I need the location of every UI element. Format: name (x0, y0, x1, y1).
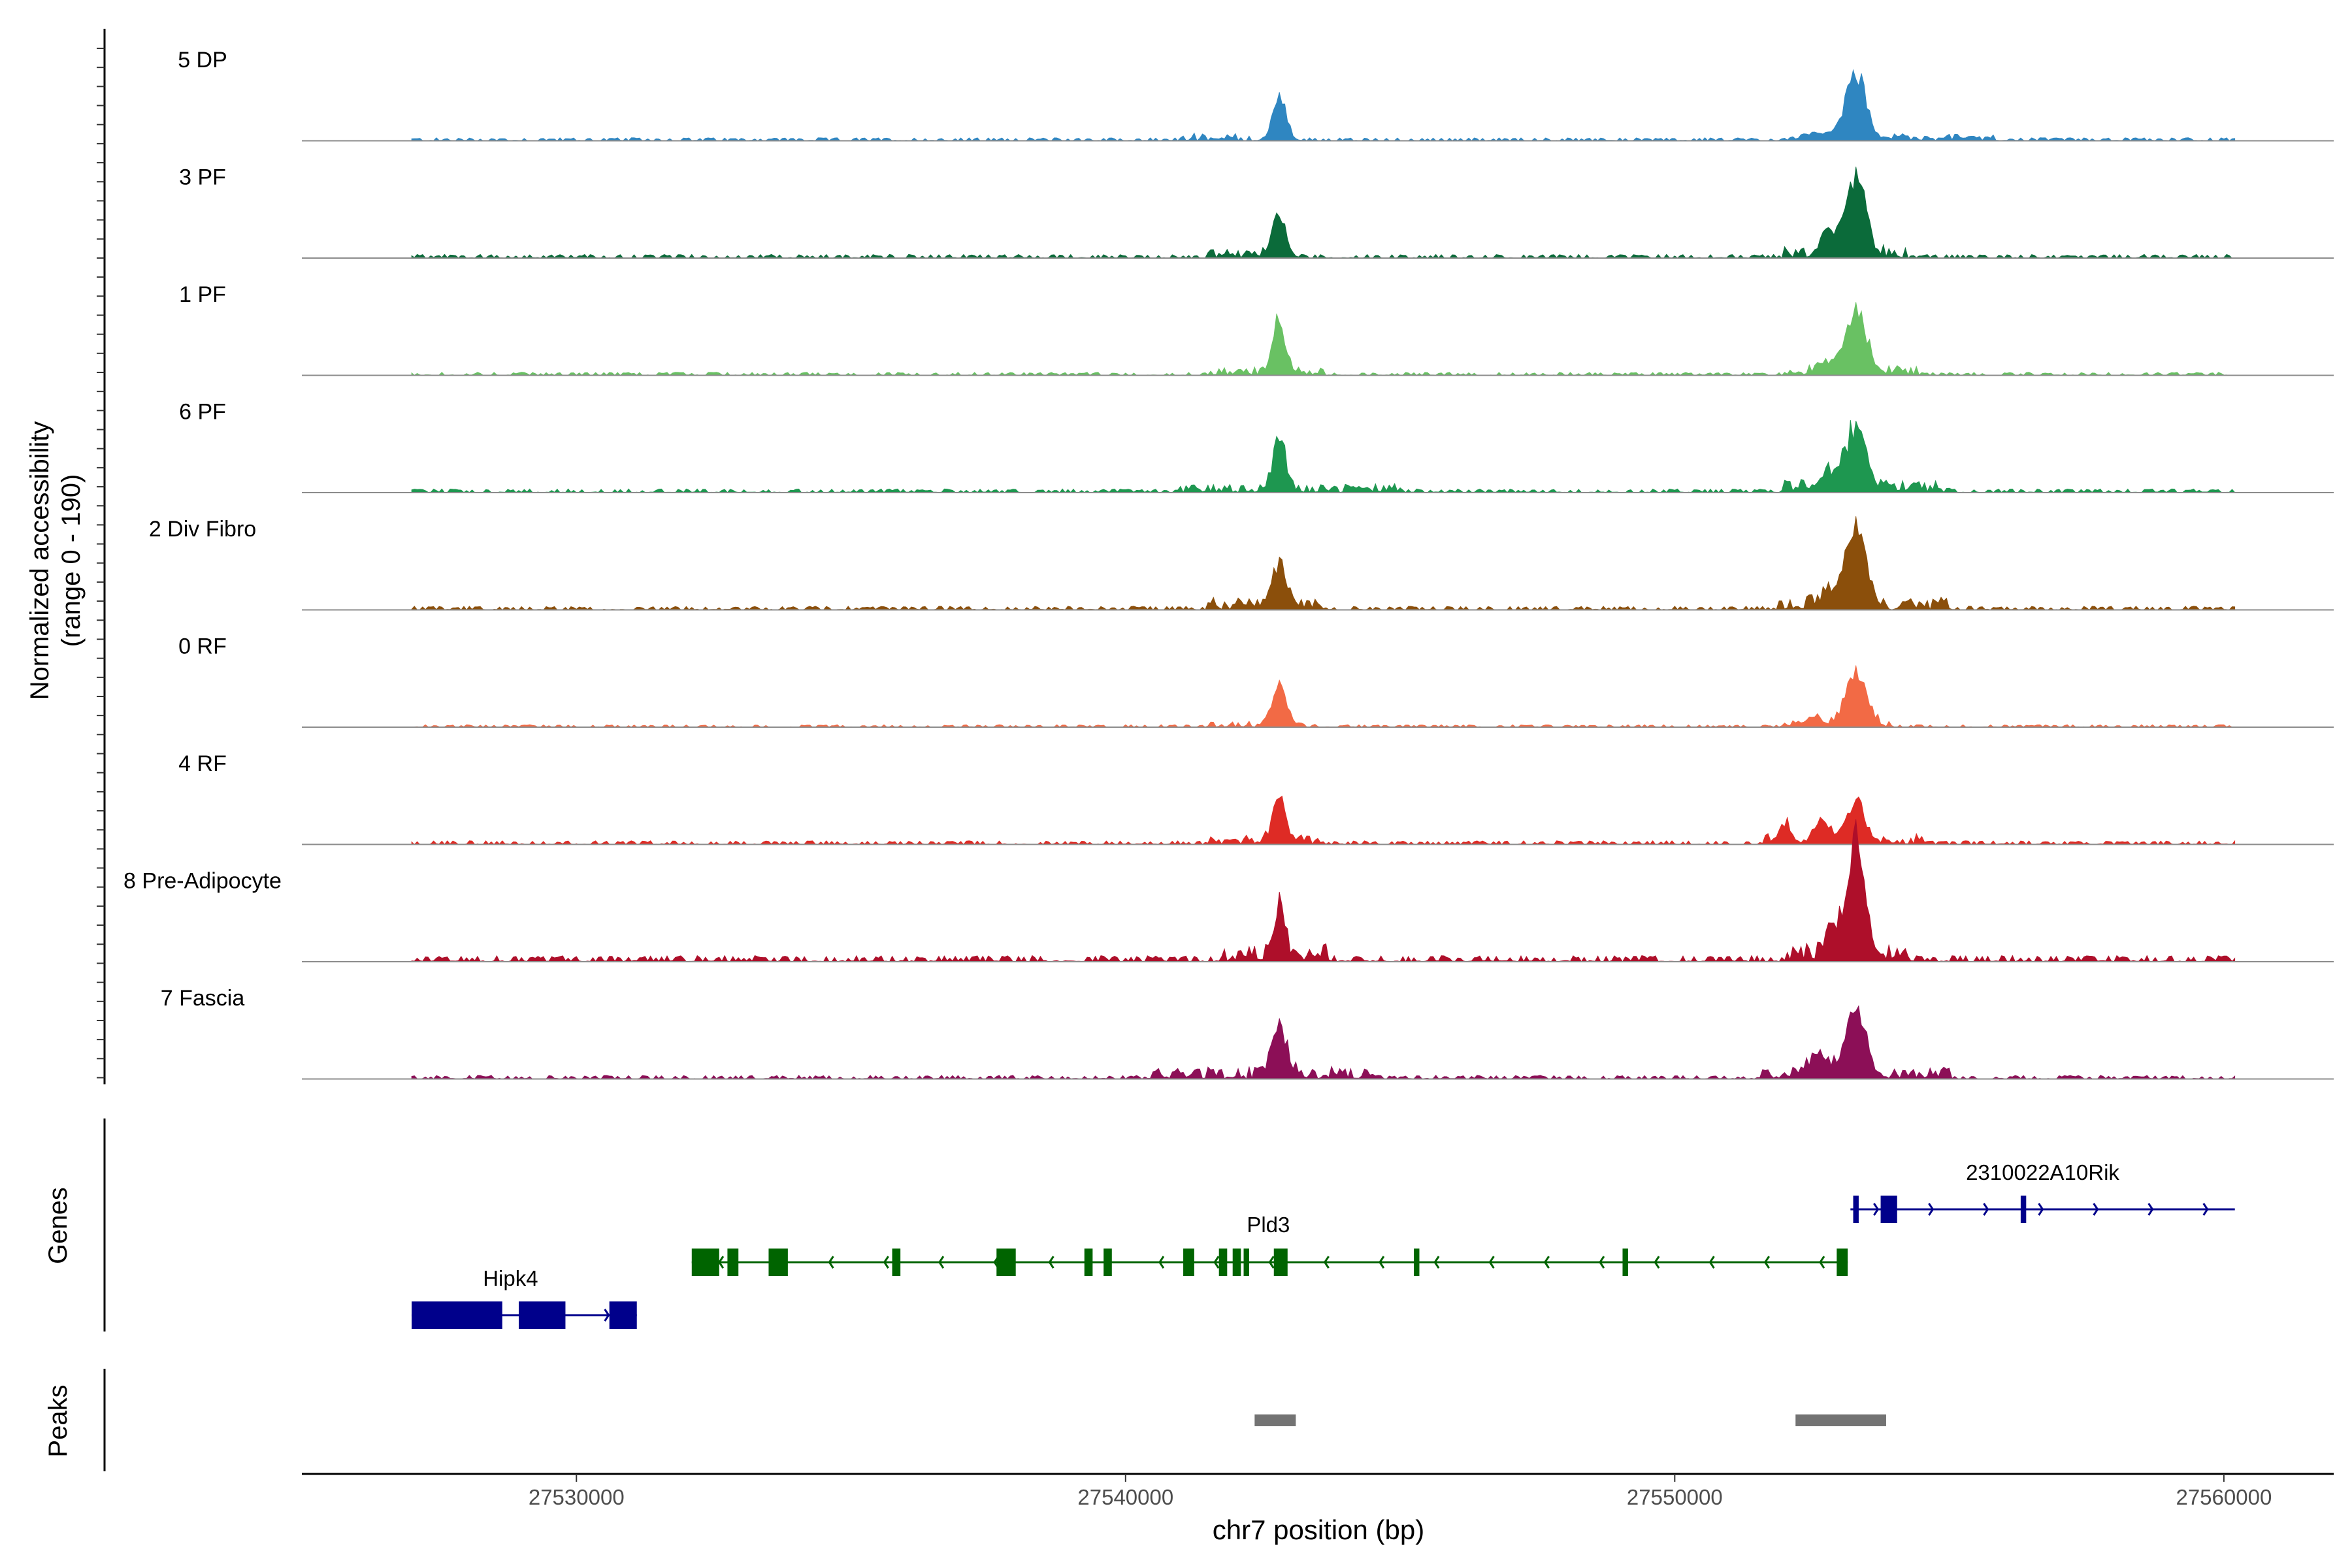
x-axis-title: chr7 position (bp) (1213, 1514, 1425, 1545)
coverage-track: 1 PF (179, 282, 2334, 376)
x-tick-label: 27530000 (529, 1485, 625, 1509)
coverage-track: 2 Div Fibro (149, 516, 2334, 611)
coverage-area (302, 516, 2236, 611)
gene-exon (1853, 1196, 1859, 1223)
strand-arrow (1928, 1203, 1935, 1216)
strand-arrow (1488, 1256, 1495, 1269)
gene-exon (996, 1249, 1016, 1276)
track-label: 7 Fascia (161, 986, 245, 1011)
strand-arrow (1819, 1256, 1825, 1269)
gene-exon (1414, 1249, 1420, 1276)
track-label: 2 Div Fibro (149, 517, 256, 542)
strand-arrow (2038, 1203, 2044, 1216)
strand-arrow (718, 1256, 725, 1269)
coverage-tracks: 5 DP 3 PF 1 PF 6 PF 2 Div Fibro 0 RF 4 RF 8 Pre… (123, 48, 2334, 1080)
coverage-track: 7 Fascia (161, 986, 2334, 1080)
strand-arrow (1543, 1256, 1550, 1269)
strand-arrow (1379, 1256, 1385, 1269)
coverage-area (302, 819, 2236, 962)
strand-arrow (2202, 1203, 2209, 1216)
coverage-area (302, 1005, 2236, 1080)
coverage-area (302, 302, 2235, 376)
gene-model: Pld3 (691, 1213, 1848, 1276)
strand-arrow (2093, 1203, 2099, 1216)
gene-model: 2310022A10Rik (1850, 1160, 2235, 1223)
gene-exon (691, 1249, 719, 1276)
coverage-track: 4 RF (178, 751, 2334, 845)
strand-arrow (2148, 1203, 2154, 1216)
gene-exon (1103, 1249, 1112, 1276)
strand-arrow (1708, 1256, 1715, 1269)
track-label: 0 RF (178, 634, 227, 659)
track-label: 8 Pre-Adipocyte (123, 869, 282, 894)
strand-arrow (1213, 1256, 1220, 1269)
gene-label: Pld3 (1247, 1213, 1290, 1237)
track-label: 5 DP (178, 48, 227, 73)
track-label: 1 PF (179, 282, 226, 307)
x-tick-label: 27550000 (1627, 1485, 1723, 1509)
coverage-area (302, 665, 2236, 728)
x-axis: 27530000 27540000 27550000 27560000 (302, 1473, 2334, 1509)
peak-track (103, 1369, 1886, 1471)
gene-exon (1218, 1249, 1228, 1276)
gene-exon (768, 1249, 788, 1276)
x-tick-label: 27560000 (2176, 1485, 2272, 1509)
gene-exon (412, 1301, 502, 1329)
strand-arrow (1763, 1256, 1770, 1269)
strand-arrow (938, 1256, 945, 1269)
gene-exon (1232, 1249, 1241, 1276)
gene-exon (1273, 1249, 1288, 1276)
strand-arrow (1268, 1256, 1275, 1269)
gene-track: Hipk4 Pld3 2310022A10Rik (103, 1119, 2235, 1331)
coverage-area (302, 69, 2236, 142)
gene-exon (519, 1301, 566, 1329)
peak-region (1795, 1414, 1886, 1426)
strand-arrow (1433, 1256, 1440, 1269)
strand-arrow (1654, 1256, 1660, 1269)
coverage-track: 0 RF (178, 634, 2334, 728)
gene-exon (892, 1249, 901, 1276)
coverage-area (302, 419, 2236, 493)
strand-arrow (1599, 1256, 1605, 1269)
gene-exon (1183, 1249, 1194, 1276)
gene-exon (1084, 1249, 1093, 1276)
coverage-area (302, 167, 2236, 259)
gene-label: 2310022A10Rik (1966, 1160, 2119, 1184)
peak-region (1254, 1414, 1296, 1426)
gene-exon (1622, 1249, 1628, 1276)
gene-model: Hipk4 (412, 1266, 637, 1329)
peaks-track-label: Peaks (44, 1384, 73, 1457)
gene-exon (727, 1249, 739, 1276)
gene-exon (1880, 1196, 1897, 1223)
coverage-area (302, 795, 2236, 845)
track-label: 3 PF (179, 165, 226, 190)
coverage-track: 6 PF (179, 400, 2334, 493)
strand-arrow (883, 1256, 889, 1269)
strand-arrow (1048, 1256, 1054, 1269)
coverage-track: 3 PF (179, 165, 2334, 259)
genes-track-label: Genes (44, 1187, 73, 1264)
strand-arrow (1983, 1203, 1989, 1216)
strand-arrow (1158, 1256, 1165, 1269)
strand-arrow (604, 1309, 610, 1322)
y-axis-range-label: (range 0 - 190) (57, 474, 86, 647)
gene-exon (2020, 1196, 2027, 1223)
strand-arrow (1873, 1203, 1880, 1216)
gene-exon (1243, 1249, 1249, 1276)
strand-arrow (828, 1256, 834, 1269)
gene-label: Hipk4 (483, 1266, 538, 1290)
y-axis (97, 29, 106, 1085)
track-label: 6 PF (179, 400, 226, 425)
gene-exon (1837, 1249, 1848, 1276)
strand-arrow (1323, 1256, 1330, 1269)
track-label: 4 RF (178, 751, 227, 776)
x-tick-label: 27540000 (1077, 1485, 1173, 1509)
coverage-track: 8 Pre-Adipocyte (123, 819, 2334, 962)
y-axis-title: Normalized accessibility (25, 421, 54, 700)
gene-exon (609, 1301, 637, 1329)
coverage-track: 5 DP (178, 48, 2334, 142)
